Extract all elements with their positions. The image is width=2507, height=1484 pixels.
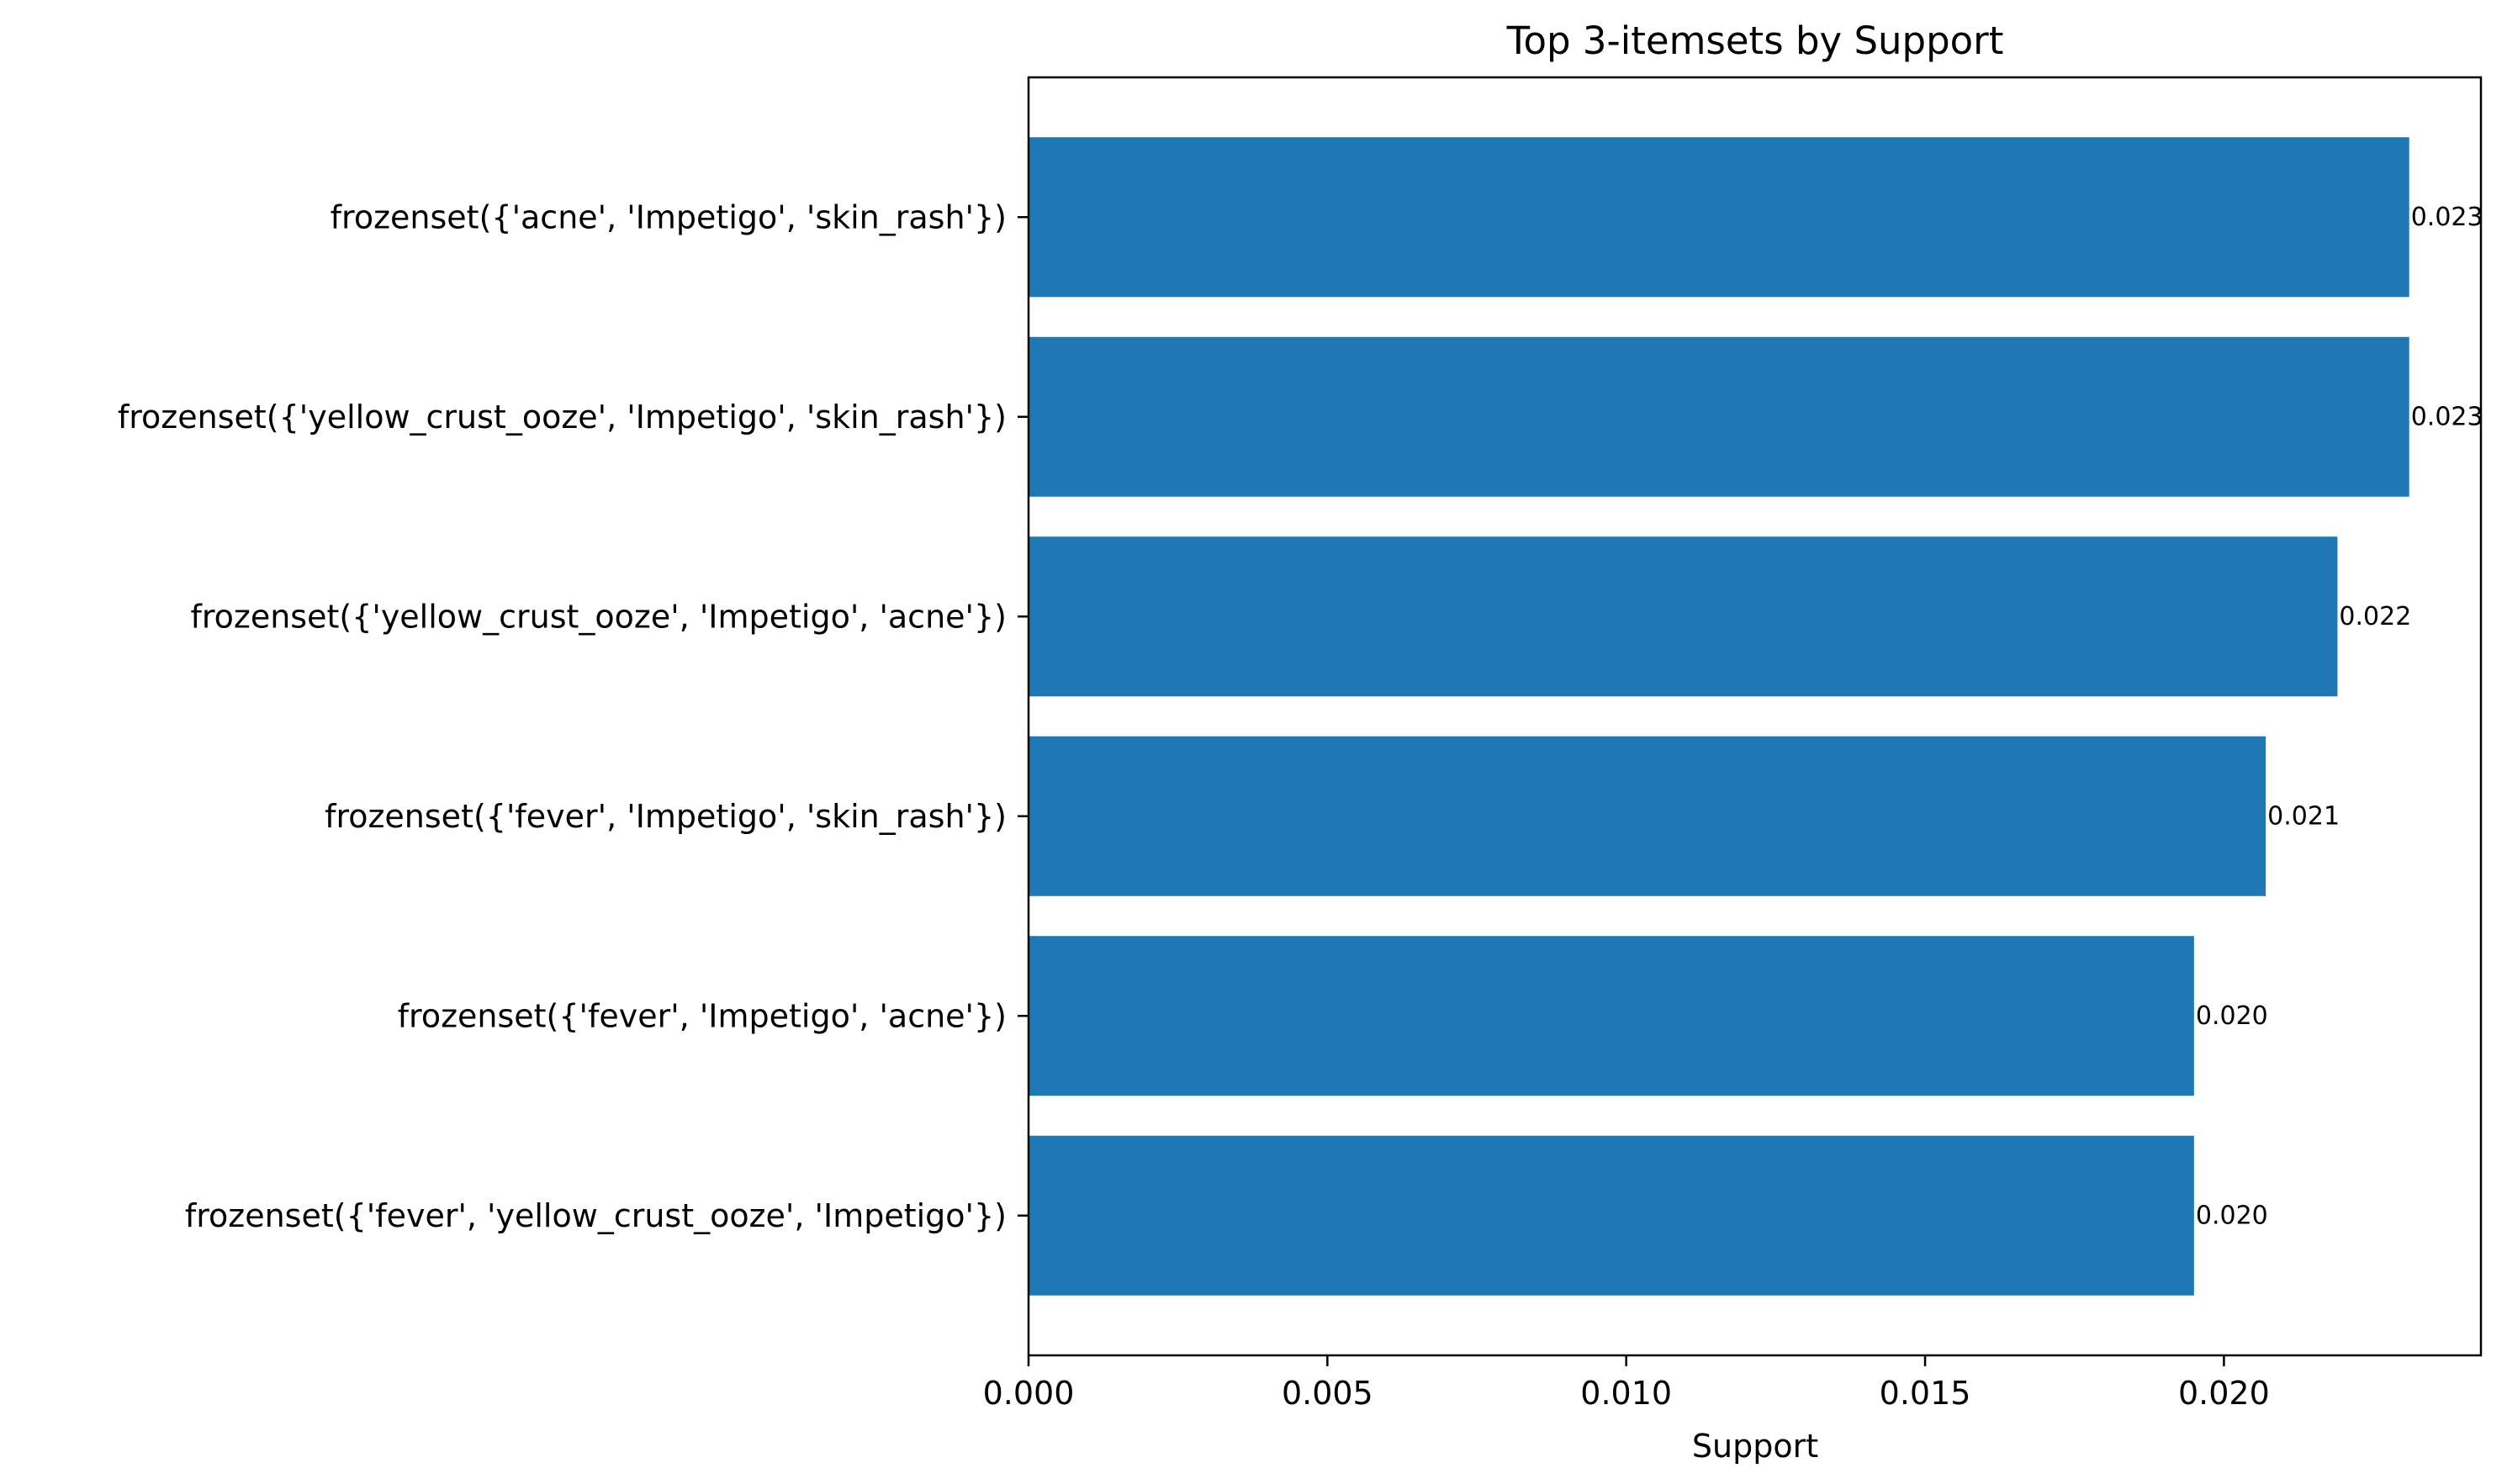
bar (1029, 137, 2409, 298)
bar (1029, 936, 2194, 1096)
bar-value-label: 0.020 (2196, 1001, 2268, 1031)
value-labels-layer: 0.023 0.023 0.022 0.021 0.020 0.020 (2196, 203, 2483, 1231)
bar-value-label: 0.020 (2196, 1201, 2268, 1230)
x-axis-label: Support (1692, 1428, 1818, 1465)
bar-value-label: 0.021 (2267, 801, 2340, 831)
bar (1029, 336, 2409, 497)
x-tick-label: 0.005 (1282, 1375, 1373, 1412)
y-tick-label: frozenset({'yellow_crust_ooze', 'Impetig… (190, 598, 1007, 635)
y-tick-label: frozenset({'acne', 'Impetigo', 'skin_ras… (331, 198, 1007, 235)
y-tick-label: frozenset({'fever', 'Impetigo', 'acne'}) (398, 997, 1007, 1034)
y-tick-label: frozenset({'fever', 'Impetigo', 'skin_ra… (325, 798, 1007, 835)
bar-value-label: 0.023 (2411, 203, 2483, 232)
x-axis: 0.000 0.005 0.010 0.015 0.020 (983, 1355, 2270, 1412)
x-tick-label: 0.020 (2178, 1375, 2270, 1412)
bar-value-label: 0.023 (2411, 402, 2483, 431)
x-tick-label: 0.010 (1580, 1375, 1672, 1412)
bar (1029, 736, 2266, 896)
y-tick-label: frozenset({'fever', 'yellow_crust_ooze',… (185, 1197, 1007, 1234)
x-tick-label: 0.015 (1880, 1375, 1971, 1412)
bar (1029, 536, 2338, 697)
x-tick-label: 0.000 (983, 1375, 1075, 1412)
plot-area-frame (1027, 76, 2483, 1357)
bar (1029, 1135, 2194, 1296)
bars-layer (1029, 137, 2409, 1296)
bar-value-label: 0.022 (2339, 602, 2411, 631)
y-axis: frozenset({'acne', 'Impetigo', 'skin_ras… (118, 198, 1029, 1234)
chart-title: Top 3-itemsets by Support (1506, 18, 2004, 63)
y-tick-label: frozenset({'yellow_crust_ooze', 'Impetig… (118, 399, 1007, 436)
